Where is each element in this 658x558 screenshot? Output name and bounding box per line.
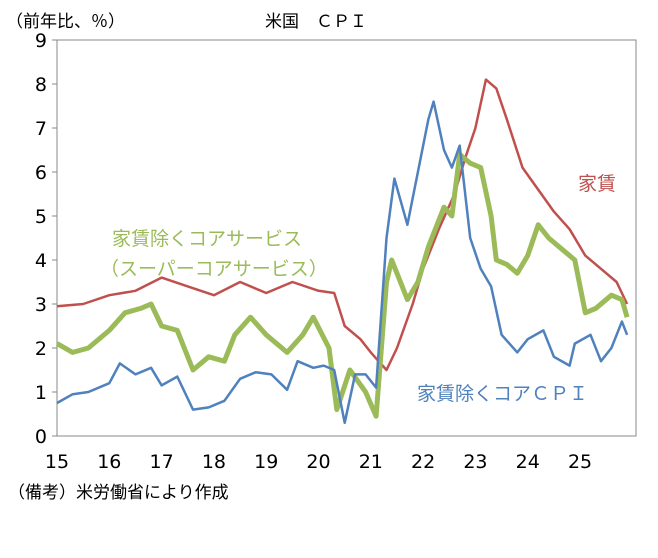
- series-line-1: [55, 151, 630, 419]
- x-tick-label: 17: [150, 451, 174, 473]
- y-tick-label: 2: [35, 338, 47, 360]
- x-tick-label: 25: [568, 451, 592, 473]
- y-tick-label: 8: [35, 74, 47, 96]
- series-line-2: [56, 100, 629, 425]
- x-tick-label: 18: [202, 451, 226, 473]
- label-supercore: 家賃除くコアサービス: [112, 228, 302, 250]
- y-tick-label: 7: [35, 118, 47, 140]
- x-tick-label: 19: [254, 451, 278, 473]
- x-tick-label: 15: [45, 451, 69, 473]
- series-line-0: [56, 78, 629, 372]
- x-tick-label: 16: [97, 451, 121, 473]
- label-core-ex-rent: 家賃除くコアＣＰＩ: [417, 383, 588, 405]
- y-axis-label: （前年比、％）: [6, 12, 125, 32]
- plot-area: [56, 39, 637, 437]
- label-supercore-sub: （スーパーコアサービス）: [100, 258, 328, 280]
- y-tick-label: 6: [35, 162, 47, 184]
- x-tick-label: 23: [463, 451, 487, 473]
- chart-title: 米国 ＣＰＩ: [265, 12, 367, 32]
- y-tick-label: 5: [35, 206, 47, 228]
- x-tick-label: 22: [411, 451, 435, 473]
- y-tick-label: 4: [35, 250, 47, 272]
- x-tick-label: 20: [306, 451, 330, 473]
- y-tick-label: 3: [35, 294, 47, 316]
- x-tick-label: 24: [516, 451, 540, 473]
- y-tick-label: 0: [35, 426, 47, 448]
- y-tick-label: 1: [35, 382, 47, 404]
- x-tick-label: 21: [359, 451, 383, 473]
- source-note: （備考）米労働省により作成: [8, 483, 229, 503]
- y-tick-label: 9: [35, 30, 47, 52]
- label-rent: 家賃: [578, 173, 616, 195]
